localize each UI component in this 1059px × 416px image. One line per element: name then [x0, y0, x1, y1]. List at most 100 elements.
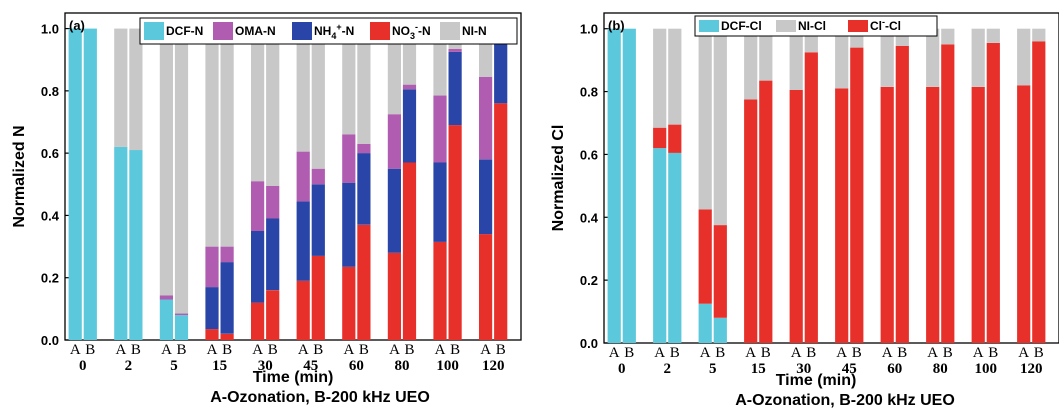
panel-label: (a) — [69, 18, 85, 33]
bar-segment-oma — [402, 84, 417, 90]
bar-segment-oma — [311, 168, 325, 185]
y-tick-label: 0.8 — [580, 85, 598, 100]
bar-segment-ni — [1032, 28, 1046, 42]
bar-segment-no3 — [759, 80, 773, 343]
x-tick-label: 100 — [436, 358, 459, 374]
plot-frame — [64, 12, 522, 341]
bar-label: B — [670, 345, 680, 361]
bar-segment-no3 — [494, 103, 508, 340]
bar-segment-nh4 — [205, 287, 219, 330]
bar-segment-no3 — [698, 209, 712, 304]
x-tick-label: 0 — [618, 361, 626, 377]
bar-segment-nh4 — [266, 218, 280, 291]
bar-segment-no3 — [926, 86, 940, 344]
bar-segment-ni — [835, 28, 849, 89]
bar-label: B — [1034, 345, 1044, 361]
x-tick-label: 30 — [258, 358, 273, 374]
y-tick-label: 0.6 — [41, 146, 59, 161]
bar-label: B — [496, 342, 506, 358]
legend-box — [694, 15, 938, 37]
bar-label: A — [882, 345, 893, 361]
bar-segment-nh4 — [357, 153, 371, 225]
bar-segment-dcf — [129, 150, 143, 340]
bar-segment-dcf — [83, 28, 97, 340]
bar-segment-dcf — [68, 28, 82, 340]
bar-segment-no3 — [402, 162, 417, 340]
bar-label: A — [161, 342, 172, 358]
bar-segment-no3 — [986, 42, 1000, 344]
bar-segment-nh4 — [220, 262, 234, 334]
x-tick-label: 120 — [482, 358, 505, 374]
bar-segment-ni — [880, 28, 894, 87]
bar-segment-ni — [342, 28, 356, 135]
bar-segment-no3 — [895, 46, 909, 343]
bar-segment-no3 — [653, 127, 667, 149]
chart-caption: A-Ozonation, B-200 kHz UEO — [735, 392, 955, 409]
x-tick-label: 15 — [751, 361, 766, 377]
x-axis-label: Time (min) — [776, 372, 857, 389]
bar-segment-oma — [479, 76, 493, 160]
legend-label: NO3--N — [392, 22, 431, 41]
bar-label: B — [131, 342, 141, 358]
y-tick-label: 0.0 — [41, 333, 59, 348]
bar-label: B — [222, 342, 232, 358]
bar-segment-nh4 — [296, 201, 310, 281]
y-axis-label: Normalized Cl — [550, 125, 567, 232]
bar-label: A — [389, 342, 400, 358]
bar-segment-no3 — [744, 99, 758, 344]
bar-segment-oma — [448, 48, 462, 52]
bar-label: A — [654, 345, 665, 361]
bar-label: B — [313, 342, 323, 358]
bar-segment-nh4 — [342, 182, 356, 267]
bar-segment-nh4 — [387, 168, 401, 253]
bar-segment-ni — [266, 28, 280, 186]
bar-label: B — [761, 345, 771, 361]
bar-segment-dcf — [114, 146, 128, 340]
bar-segment-no3 — [342, 266, 356, 340]
y-tick-label: 0.6 — [580, 147, 598, 162]
bar-segment-ni — [311, 28, 325, 169]
bar-segment-no3 — [296, 280, 310, 340]
bar-segment-oma — [205, 246, 219, 288]
bar-segment-no3 — [789, 90, 803, 343]
y-tick-label: 0.2 — [580, 273, 598, 288]
x-tick-label: 120 — [1020, 361, 1043, 377]
bar-segment-ni — [357, 28, 371, 144]
bar-segment-no3 — [941, 44, 955, 344]
bar-segment-oma — [357, 143, 371, 154]
bar-segment-ni — [789, 28, 803, 90]
bar-label: A — [791, 345, 802, 361]
x-tick-label: 0 — [79, 358, 87, 374]
x-tick-label: 30 — [796, 361, 811, 377]
bar-label: B — [897, 345, 907, 361]
bar-segment-nh4 — [448, 51, 462, 126]
y-axis-label: Normalized N — [11, 125, 28, 227]
chart-caption: A-Ozonation, B-200 kHz UEO — [210, 389, 430, 406]
y-tick-label: 0.2 — [41, 271, 59, 286]
legend-swatch-no3 — [370, 22, 390, 40]
panel-label: (b) — [608, 18, 625, 33]
legend-label: OMA-N — [235, 24, 276, 38]
bar-segment-no3 — [713, 225, 727, 318]
bar-segment-nh4 — [433, 162, 447, 242]
bar-label: A — [298, 342, 309, 358]
legend-swatch-dcf — [699, 20, 719, 32]
bar-segment-dcf — [668, 152, 682, 343]
bar-label: A — [609, 345, 620, 361]
x-tick-label: 100 — [974, 361, 997, 377]
bar-label: B — [806, 345, 816, 361]
plot-frame — [603, 12, 1059, 344]
bar-label: A — [70, 342, 81, 358]
x-tick-label: 15 — [212, 358, 227, 374]
bar-label: A — [1018, 345, 1029, 361]
bar-segment-dcf — [622, 28, 636, 343]
bar-segment-no3 — [387, 252, 401, 340]
legend-label: NI-N — [462, 24, 487, 38]
bar-segment-ni — [1017, 28, 1031, 86]
legend-swatch-dcf — [144, 22, 164, 40]
bar-segment-ni — [986, 28, 1000, 43]
bar-label: B — [404, 342, 414, 358]
bar-segment-ni — [668, 28, 682, 125]
